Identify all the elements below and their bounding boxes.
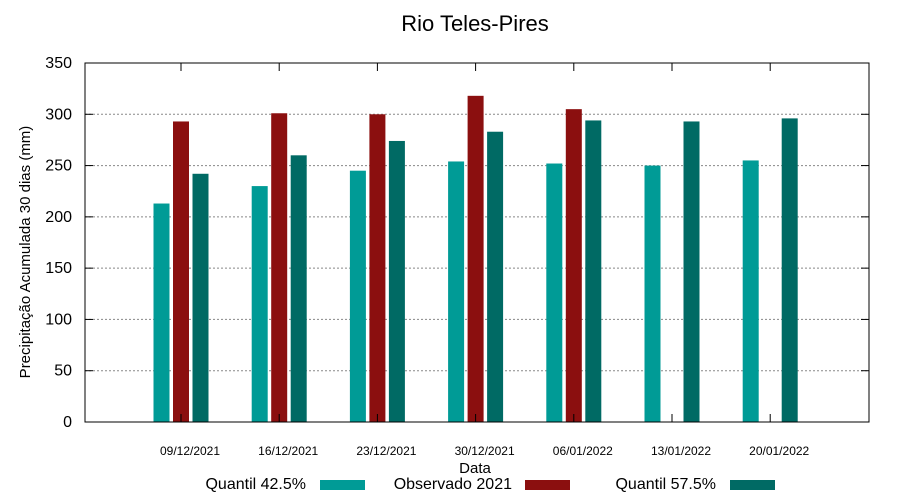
x-tick-label: 13/01/2022 xyxy=(651,444,711,458)
bar xyxy=(467,95,484,422)
bar xyxy=(251,186,268,422)
legend-label: Observado 2021 xyxy=(394,476,512,493)
legend: Quantil 42.5% Observado 2021 Quantil 57.5% xyxy=(205,476,775,493)
x-axis: 09/12/2021 16/12/2021 23/12/2021 30/12/2021… xyxy=(160,63,810,458)
bar xyxy=(448,161,465,422)
bar xyxy=(192,173,209,422)
bar xyxy=(742,160,759,422)
y-tick-label: 200 xyxy=(45,209,72,226)
x-axis-label: Data xyxy=(459,460,491,477)
y-tick-label: 0 xyxy=(63,414,72,431)
legend-label: Quantil 42.5% xyxy=(205,476,306,493)
x-tick-label: 23/12/2021 xyxy=(356,444,416,458)
y-tick-label: 50 xyxy=(54,363,72,380)
bar xyxy=(153,203,170,422)
x-tick-label: 06/01/2022 xyxy=(553,444,613,458)
plot-frame xyxy=(84,62,870,423)
bar xyxy=(585,120,602,422)
bar xyxy=(271,113,288,422)
bar xyxy=(565,109,582,423)
bar xyxy=(369,114,386,423)
legend-swatch xyxy=(730,480,775,490)
bar xyxy=(290,155,307,423)
x-tick-label: 30/12/2021 xyxy=(455,444,515,458)
x-tick-label: 09/12/2021 xyxy=(160,444,220,458)
y-tick-label: 350 xyxy=(45,55,72,72)
legend-swatch xyxy=(525,480,570,490)
legend-swatch xyxy=(320,480,365,490)
x-tick-label: 20/01/2022 xyxy=(749,444,809,458)
bar xyxy=(173,121,189,423)
y-tick-label: 150 xyxy=(45,260,72,277)
y-tick-label: 100 xyxy=(45,311,72,328)
bar xyxy=(388,140,405,422)
chart-title: Rio Teles-Pires xyxy=(401,11,549,36)
bar xyxy=(683,121,700,423)
bar xyxy=(487,131,504,423)
bar xyxy=(546,163,563,422)
y-tick-label: 300 xyxy=(45,106,72,123)
x-tick-label: 16/12/2021 xyxy=(258,444,318,458)
bars xyxy=(153,95,798,423)
y-tick-label: 250 xyxy=(45,158,72,175)
bar xyxy=(349,170,366,422)
bar xyxy=(644,165,661,423)
legend-label: Quantil 57.5% xyxy=(615,476,716,493)
y-axis-label: Precipitação Acumulada 30 dias (mm) xyxy=(17,126,34,379)
bar xyxy=(781,118,798,422)
y-axis: 0 50 100 150 200 250 300 350 xyxy=(45,55,869,431)
